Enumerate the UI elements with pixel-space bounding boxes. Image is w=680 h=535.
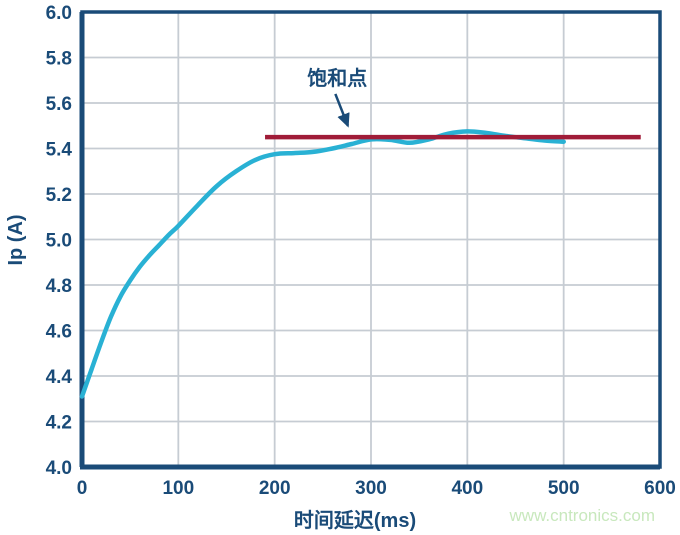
x-tick-label: 0 [77, 478, 88, 499]
x-tick-label: 300 [355, 478, 387, 499]
x-tick-label: 400 [451, 478, 483, 499]
annotation-arrow [334, 93, 350, 128]
y-tick-label: 4.0 [46, 458, 72, 479]
y-axis-label: Ip (A) [5, 214, 27, 265]
tick-layer: 4.0 4.2 4.4 4.6 4.8 5.0 5.2 5.4 5.6 5.8 6.0 0 100 200… [46, 3, 676, 499]
y-tick-label: 4.8 [46, 276, 72, 297]
y-tick-label: 5.8 [46, 49, 72, 70]
x-tick-label: 100 [162, 478, 194, 499]
x-tick-label: 200 [259, 478, 291, 499]
x-tick-label: 600 [644, 478, 676, 499]
y-tick-label: 4.2 [46, 413, 72, 434]
x-axis-label: 时间延迟(ms) [294, 508, 416, 532]
grid-layer [79, 10, 662, 470]
x-tick-label: 500 [548, 478, 580, 499]
y-tick-label: 6.0 [46, 3, 72, 24]
y-tick-label: 5.4 [46, 140, 73, 161]
y-tick-label: 5.2 [46, 185, 72, 206]
watermark: www.cntronics.com [509, 506, 655, 525]
y-tick-label: 5.6 [46, 94, 72, 115]
y-tick-label: 5.0 [46, 231, 72, 252]
annotation-label: 饱和点 [307, 66, 367, 90]
data-layer [79, 93, 641, 399]
y-tick-label: 4.4 [46, 367, 73, 388]
y-tick-label: 4.6 [46, 322, 72, 343]
ip-curve [79, 129, 566, 399]
